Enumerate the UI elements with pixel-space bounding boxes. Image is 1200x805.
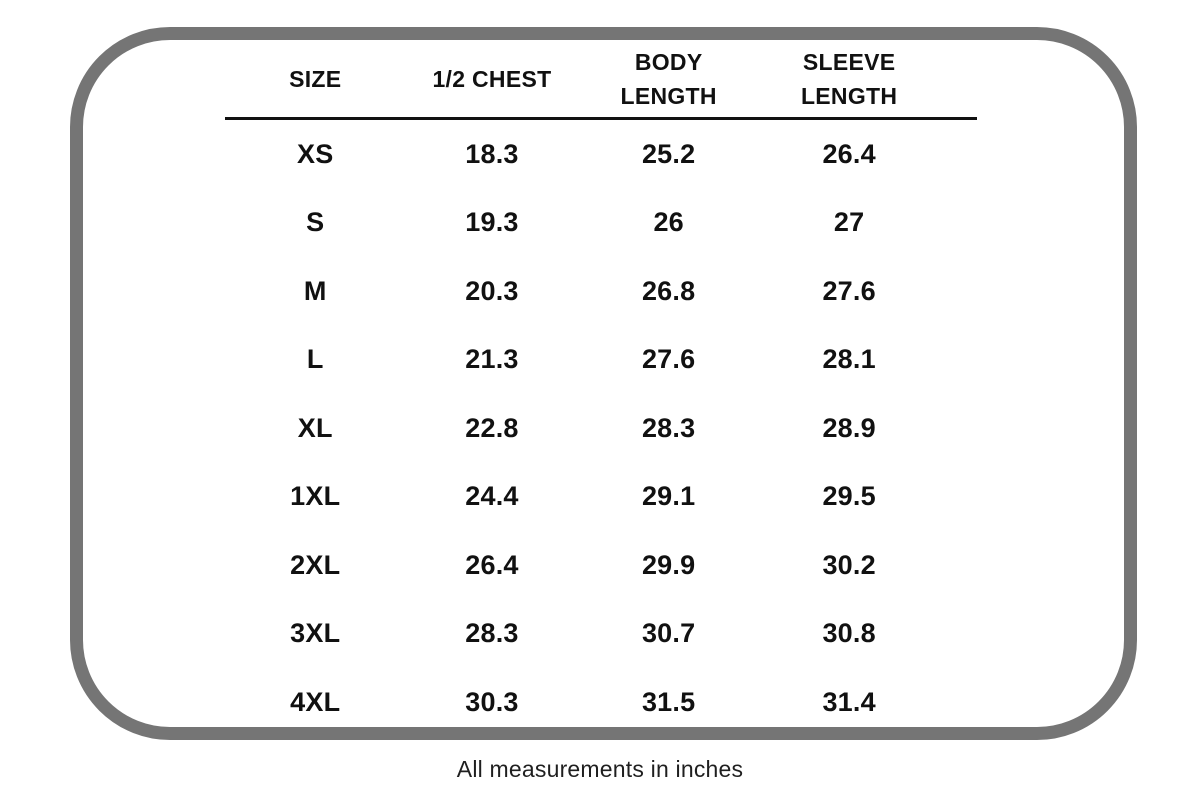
value-cell: 28.9 (822, 412, 876, 443)
value-cell: 26.4 (822, 138, 876, 169)
size-cell: L (306, 344, 324, 375)
value-cell: 31.5 (641, 686, 696, 717)
size-chart-table: SIZE 1/2 CHEST BODY LENGTH SLEEVE LENGTH… (225, 40, 977, 737)
value-cell: 27.6 (641, 344, 696, 375)
size-cell: M (303, 275, 327, 306)
table-header-row: SIZE 1/2 CHEST BODY LENGTH SLEEVE LENGTH (225, 40, 977, 117)
column-header-size: SIZE (289, 65, 342, 92)
value-cell: 28.3 (465, 618, 519, 649)
size-cell: 3XL (290, 618, 341, 649)
table-row: 3XL 28.3 30.7 30.8 (225, 600, 977, 669)
value-cell: 22.8 (465, 412, 519, 443)
value-cell: 29.5 (822, 481, 876, 512)
value-cell: 31.4 (822, 686, 876, 717)
header-divider (225, 117, 977, 120)
value-cell: 29.9 (641, 549, 696, 580)
value-cell: 19.3 (465, 207, 519, 238)
table-row: M 20.3 26.8 27.6 (225, 257, 977, 326)
value-cell: 21.3 (465, 344, 519, 375)
table-row: 2XL 26.4 29.9 30.2 (225, 531, 977, 600)
table-row: 1XL 24.4 29.1 29.5 (225, 463, 977, 532)
table-row: XS 18.3 25.2 26.4 (225, 120, 977, 189)
value-cell: 18.3 (465, 138, 519, 169)
column-header-body: BODY LENGTH (620, 48, 717, 109)
value-cell: 25.2 (641, 138, 696, 169)
value-cell: 28.3 (641, 412, 696, 443)
value-cell: 27 (833, 207, 865, 238)
table-body: XS 18.3 25.2 26.4 S 19.3 26 27 M 20.3 26.8 27.6 L 21.… (225, 120, 977, 737)
value-cell: 30.8 (822, 618, 876, 649)
column-header-chest: 1/2 CHEST (432, 65, 552, 92)
size-cell: 1XL (290, 481, 341, 512)
size-chart-frame (70, 27, 1137, 740)
table-row: 4XL 30.3 31.5 31.4 (225, 668, 977, 737)
value-cell: 28.1 (822, 344, 876, 375)
size-cell: S (306, 207, 325, 238)
value-cell: 29.1 (641, 481, 696, 512)
value-cell: 26 (653, 207, 684, 238)
value-cell: 30.3 (465, 686, 519, 717)
size-cell: 4XL (290, 686, 341, 717)
table-row: S 19.3 26 27 (225, 189, 977, 258)
value-cell: 30.7 (641, 618, 696, 649)
table-row: XL 22.8 28.3 28.9 (225, 394, 977, 463)
column-header-sleeve: SLEEVE LENGTH (800, 48, 898, 109)
value-cell: 27.6 (822, 275, 876, 306)
size-cell: XL (297, 412, 333, 443)
value-cell: 24.4 (465, 481, 519, 512)
size-cell: 2XL (290, 549, 341, 580)
size-cell: XS (297, 138, 334, 169)
value-cell: 30.2 (822, 549, 876, 580)
table-row: L 21.3 27.6 28.1 (225, 326, 977, 395)
value-cell: 26.4 (465, 549, 519, 580)
measurements-note: All measurements in inches (456, 756, 744, 782)
value-cell: 26.8 (641, 275, 696, 306)
value-cell: 20.3 (465, 275, 519, 306)
